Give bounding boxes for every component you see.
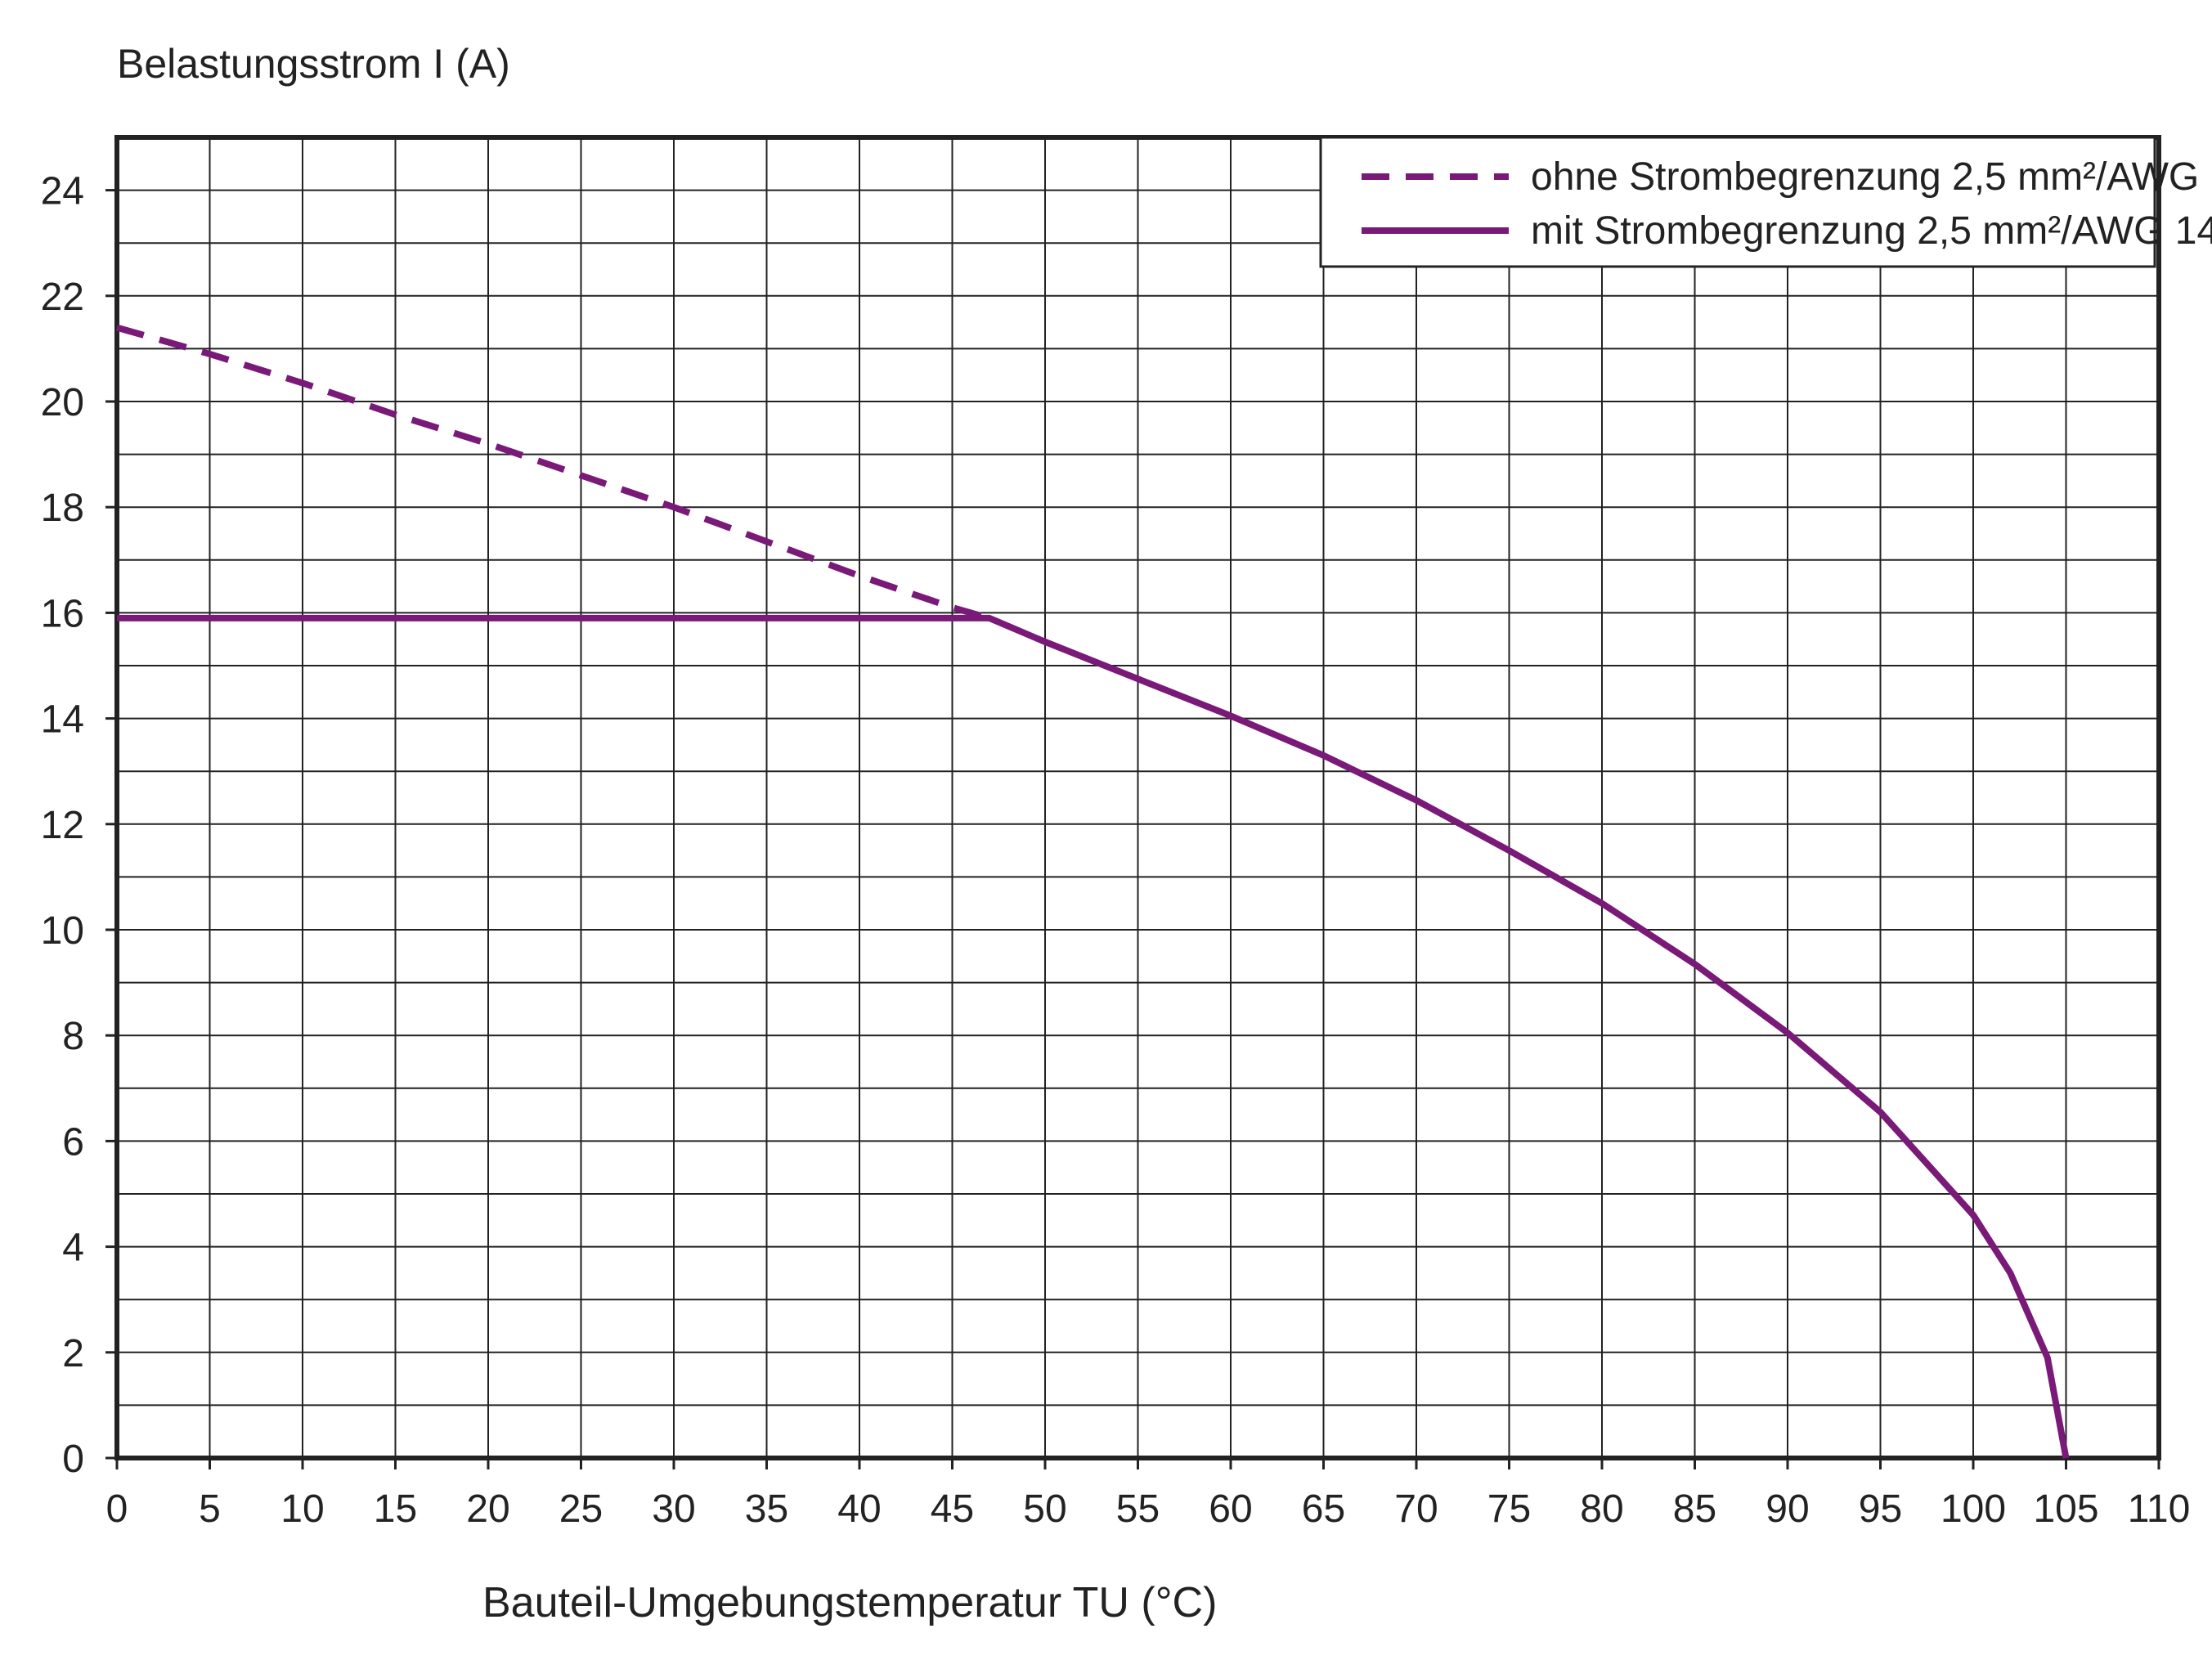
series-line-mit-strombegrenzung (117, 614, 2070, 1459)
x-tick-label: 55 (1116, 1487, 1160, 1531)
y-tick-label: 0 (62, 1438, 84, 1481)
y-axis-title: Belastungsstrom I (A) (117, 41, 510, 87)
x-axis-title: Bauteil-Umgebungstemperatur TU (°C) (482, 1579, 1217, 1626)
y-tick-label: 20 (41, 381, 84, 424)
x-tick-label: 15 (374, 1487, 417, 1531)
y-tick-label: 24 (41, 170, 84, 213)
legend-label-dashed: ohne Strombegrenzung 2,5 mm²/AWG 14 (1531, 155, 2212, 199)
y-tick-label: 2 (62, 1332, 84, 1375)
x-tick-label: 10 (280, 1487, 324, 1531)
x-tick-label: 20 (466, 1487, 509, 1531)
y-tick-label: 22 (41, 276, 84, 319)
series-line-ohne-strombegrenzung (115, 324, 991, 621)
y-tick-label: 4 (62, 1227, 84, 1270)
legend: ohne Strombegrenzung 2,5 mm²/AWG 14 mit … (1319, 136, 2212, 268)
x-tick-label: 0 (106, 1487, 128, 1531)
grid (114, 135, 2161, 1460)
series-lines (115, 324, 2070, 1459)
x-tick-label: 85 (1673, 1487, 1716, 1531)
x-tick-label: 95 (1859, 1487, 1902, 1531)
x-tick-label: 80 (1580, 1487, 1623, 1531)
y-tick-label: 8 (62, 1015, 84, 1058)
x-tick-label: 25 (559, 1487, 603, 1531)
y-tick-label: 6 (62, 1120, 84, 1164)
x-tick-label: 35 (745, 1487, 788, 1531)
y-tick-label: 10 (41, 909, 84, 953)
legend-box (1319, 136, 2156, 268)
x-axis-ticks: 0 5 10 15 20 25 30 35 40 45 50 55 60 65 70 75 80 85 90 95 10… (106, 1458, 2191, 1531)
y-tick-label: 18 (41, 487, 84, 530)
x-tick-label: 65 (1302, 1487, 1345, 1531)
x-tick-label: 110 (2128, 1487, 2191, 1531)
y-tick-label: 12 (41, 804, 84, 847)
y-tick-label: 14 (41, 698, 84, 742)
x-tick-label: 50 (1023, 1487, 1066, 1531)
y-tick-label: 16 (41, 592, 84, 635)
x-tick-label: 75 (1487, 1487, 1531, 1531)
x-tick-label: 5 (199, 1487, 221, 1531)
x-tick-label: 100 (1941, 1487, 2006, 1531)
x-tick-label: 105 (2033, 1487, 2098, 1531)
x-tick-label: 70 (1394, 1487, 1438, 1531)
x-tick-label: 40 (837, 1487, 881, 1531)
x-tick-label: 60 (1209, 1487, 1252, 1531)
legend-label-solid: mit Strombegrenzung 2,5 mm²/AWG 14 (1531, 209, 2212, 253)
x-tick-label: 30 (652, 1487, 695, 1531)
x-tick-label: 90 (1766, 1487, 1809, 1531)
x-tick-label: 45 (931, 1487, 974, 1531)
